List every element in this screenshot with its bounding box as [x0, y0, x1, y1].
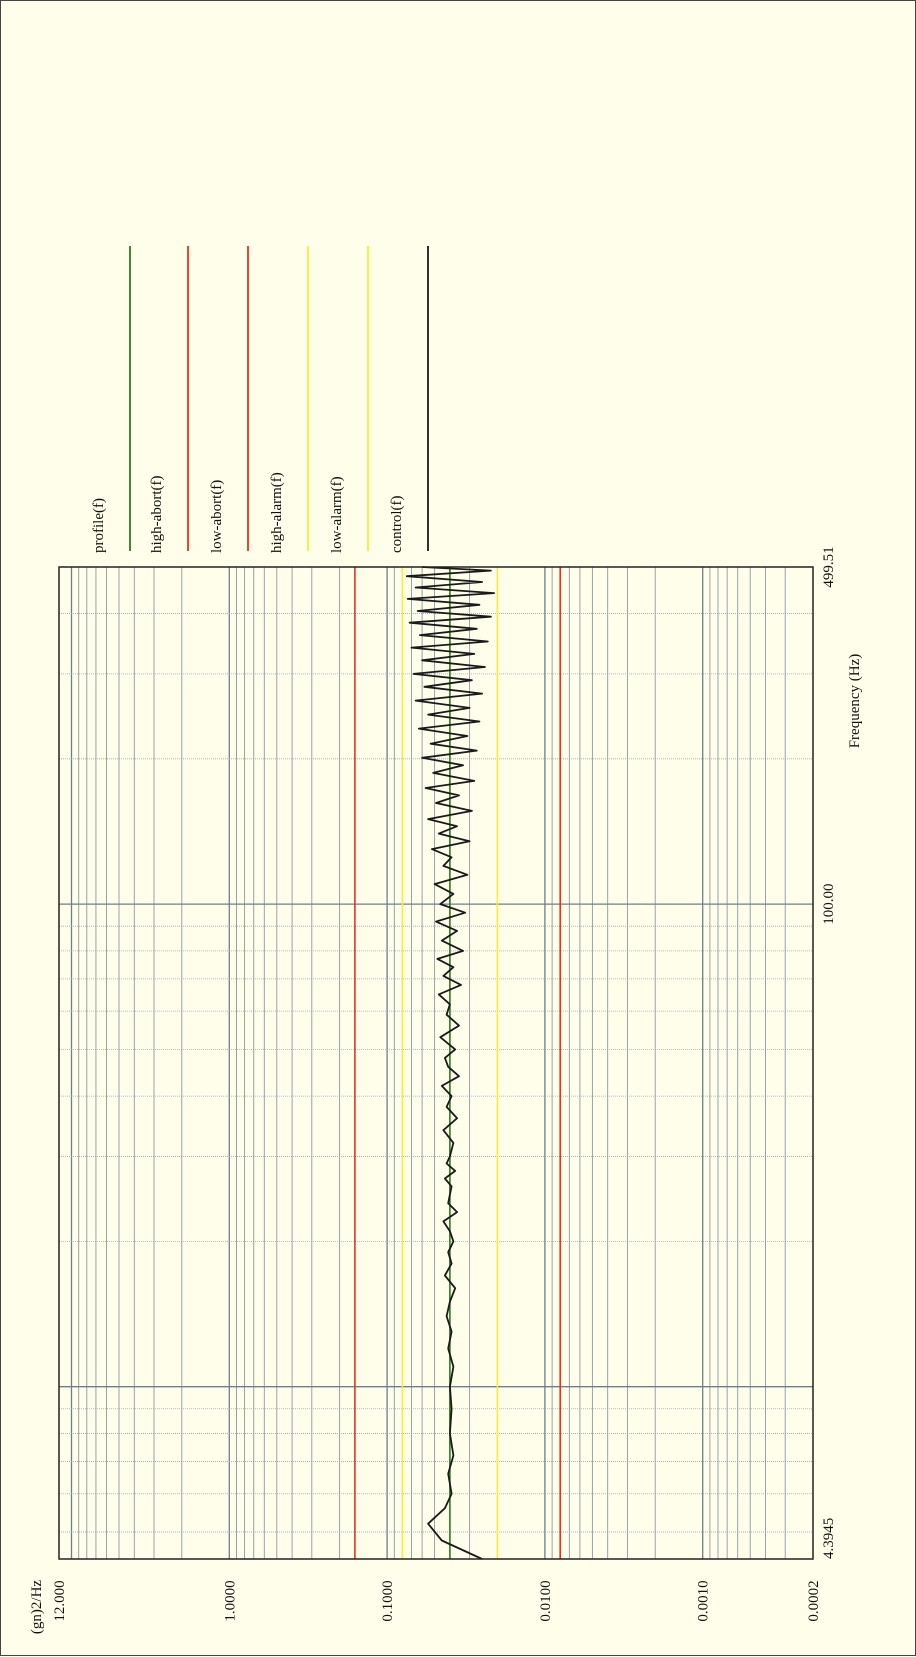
series-line-control [405, 566, 496, 1560]
axis-labels: (gn)2/Hz Frequency (Hz) [29, 654, 863, 1634]
y-tick-labels: 12.000 1.0000 0.1000 0.0100 0.0010 0.0002 [52, 1580, 822, 1621]
legend-label: high-alarm(f) [269, 472, 285, 553]
plot-background [59, 567, 813, 1559]
y-tick-label: 12.000 [52, 1580, 68, 1621]
x-tick-label: 499.51 [821, 546, 837, 587]
legend: profile(f) high-abort(f) low-abort(f) high-… [91, 246, 429, 553]
y-tick-label: 0.0100 [538, 1580, 554, 1621]
y-tick-label: 0.0010 [696, 1580, 712, 1621]
y-tick-label: 1.0000 [222, 1580, 238, 1621]
grid [59, 567, 814, 1559]
x-tick-label: 100.00 [821, 883, 837, 924]
plot-area [59, 567, 813, 1559]
x-axis-title: Frequency (Hz) [847, 654, 863, 749]
x-tick-label: 4.3945 [821, 1518, 837, 1559]
series-lines [354, 566, 562, 1560]
legend-label: low-abort(f) [209, 480, 225, 553]
legend-label: high-abort(f) [149, 476, 165, 553]
y-axis-title: (gn)2/Hz [29, 1580, 45, 1634]
y-tick-label: 0.1000 [380, 1580, 396, 1621]
legend-label: low-alarm(f) [329, 476, 345, 553]
legend-label: control(f) [389, 496, 405, 553]
plot-frame [58, 566, 814, 1560]
legend-label: profile(f) [91, 498, 107, 553]
y-tick-label: 0.0002 [806, 1580, 822, 1621]
plot-border [58, 566, 814, 1560]
x-tick-labels: 4.3945 100.00 499.51 [821, 546, 837, 1559]
